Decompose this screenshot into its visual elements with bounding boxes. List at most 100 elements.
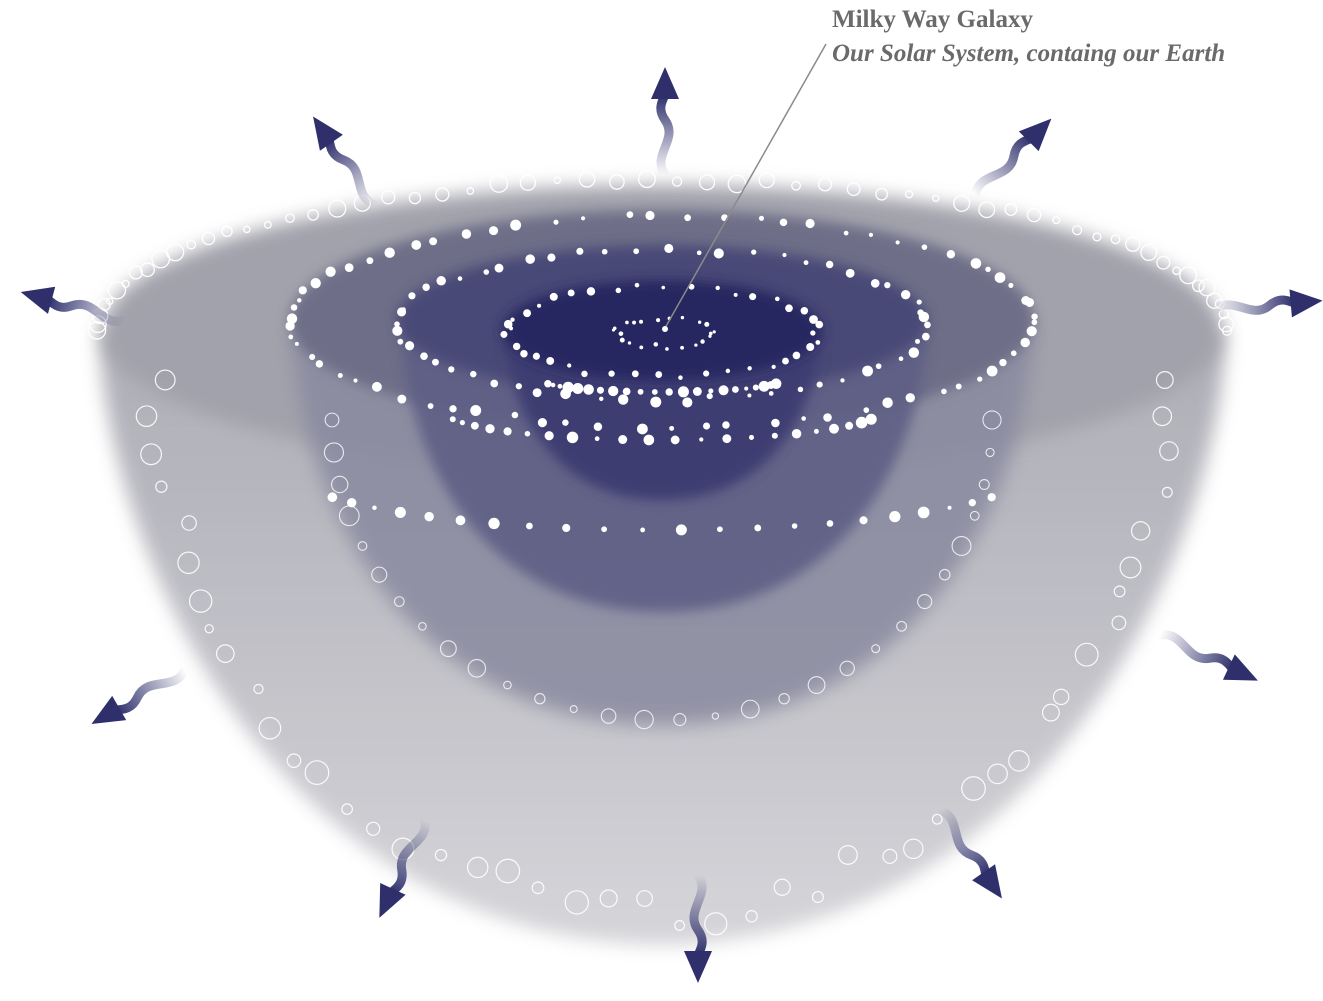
star-dot-icon (725, 368, 731, 374)
bubble-icon (1198, 278, 1216, 297)
star-dot-icon (532, 352, 540, 360)
star-dot-icon (523, 309, 532, 318)
bubble-icon (773, 878, 791, 896)
wavy-arrow-head (972, 864, 1002, 899)
bubble-icon (875, 187, 889, 201)
star-dot-icon (470, 421, 479, 430)
star-dot-icon (968, 499, 976, 507)
star-dot-icon (915, 338, 921, 344)
bubble-icon (791, 180, 802, 191)
star-dot-icon (549, 292, 558, 301)
star-dot-icon (612, 326, 617, 331)
bubble-icon (917, 593, 933, 610)
star-dot-icon (800, 306, 809, 315)
star-dot-icon (770, 378, 782, 389)
bubble-icon (106, 297, 114, 305)
star-dot-icon (859, 516, 868, 525)
star-dot-icon (1031, 319, 1038, 326)
star-dot-icon (680, 315, 685, 320)
star-dot-icon (397, 338, 404, 345)
star-dot-icon (633, 248, 640, 255)
star-dot-icon (384, 247, 395, 258)
star-dot-icon (779, 218, 788, 227)
star-dot-icon (500, 330, 508, 338)
bubble-icon (778, 692, 790, 705)
star-dot-icon (532, 388, 542, 398)
star-dot-icon (593, 422, 603, 432)
star-dot-icon (665, 347, 669, 351)
star-dot-icon (537, 418, 547, 428)
star-dot-icon (566, 431, 579, 444)
star-dot-icon (1025, 297, 1035, 307)
bubble-icon (838, 845, 858, 865)
star-dot-icon (884, 282, 891, 289)
bubble-icon (331, 475, 349, 494)
wavy-arrow-shaft (935, 805, 991, 881)
bubble-icon (201, 231, 216, 246)
star-dot-icon (792, 351, 801, 360)
star-dot-icon (424, 511, 434, 522)
star-dot-icon (457, 276, 463, 281)
bubble-icon (467, 856, 489, 879)
star-dot-icon (843, 230, 849, 236)
star-dot-icon (752, 384, 759, 391)
star-dot-icon (512, 342, 521, 351)
star-dot-icon (325, 266, 336, 277)
star-dot-icon (651, 389, 658, 395)
bubble-icon (758, 172, 775, 189)
star-dot-icon (586, 287, 596, 296)
bubble-icon (931, 813, 943, 825)
star-dot-icon (550, 382, 556, 388)
bubble-icon (489, 174, 509, 193)
star-dot-icon (699, 437, 704, 442)
wavy-arrow-head (91, 695, 127, 724)
bubble-icon (140, 443, 163, 466)
star-dot-icon (782, 357, 789, 365)
bubble-icon (1110, 234, 1121, 245)
wavy-arrow-shaft (386, 815, 430, 898)
bubble-icon (221, 225, 233, 238)
star-dot-icon (422, 283, 430, 291)
star-dot-icon (562, 523, 571, 533)
bubble-icon (673, 713, 687, 727)
star-dot-icon (733, 292, 738, 297)
star-dot-icon (917, 506, 930, 519)
bubble-icon (1008, 750, 1030, 772)
wavy-arrow-head (313, 116, 343, 151)
star-dot-icon (653, 342, 659, 347)
star-dot-icon (286, 313, 298, 324)
bubble-icon (215, 644, 235, 663)
star-dot-icon (754, 524, 762, 532)
bubble-icon (634, 709, 654, 730)
bubble-icon (1004, 202, 1018, 216)
star-dot-icon (639, 319, 644, 324)
bubble-icon (1218, 316, 1235, 333)
star-dot-icon (557, 383, 563, 389)
star-dot-icon (665, 388, 673, 396)
star-dot-icon (427, 403, 434, 409)
star-dot-icon (494, 263, 504, 273)
bubble-icon (745, 910, 758, 923)
star-dot-icon (581, 216, 586, 221)
star-dot-icon (916, 299, 922, 305)
bubble-icon (1172, 266, 1181, 276)
bubble-icon (1111, 615, 1127, 631)
bubble-icon (1074, 642, 1099, 667)
star-dot-icon (708, 334, 712, 338)
star-dot-icon (650, 396, 662, 408)
star-dot-icon (599, 396, 604, 402)
bubble-icon (439, 640, 457, 658)
star-dot-icon (619, 337, 625, 343)
star-dot-icon (392, 325, 403, 336)
star-dot-icon (401, 307, 406, 312)
bubble-icon (324, 412, 340, 428)
wavy-arrow-icon (1210, 289, 1323, 318)
star-dot-icon (546, 357, 555, 365)
bubble-icon (1119, 556, 1142, 579)
bubble-icon (467, 659, 487, 678)
bubble-icon (177, 551, 200, 575)
star-dot-icon (608, 370, 615, 377)
bubble-icon (253, 683, 264, 695)
star-dot-icon (908, 347, 920, 358)
star-dot-icon (986, 365, 998, 377)
